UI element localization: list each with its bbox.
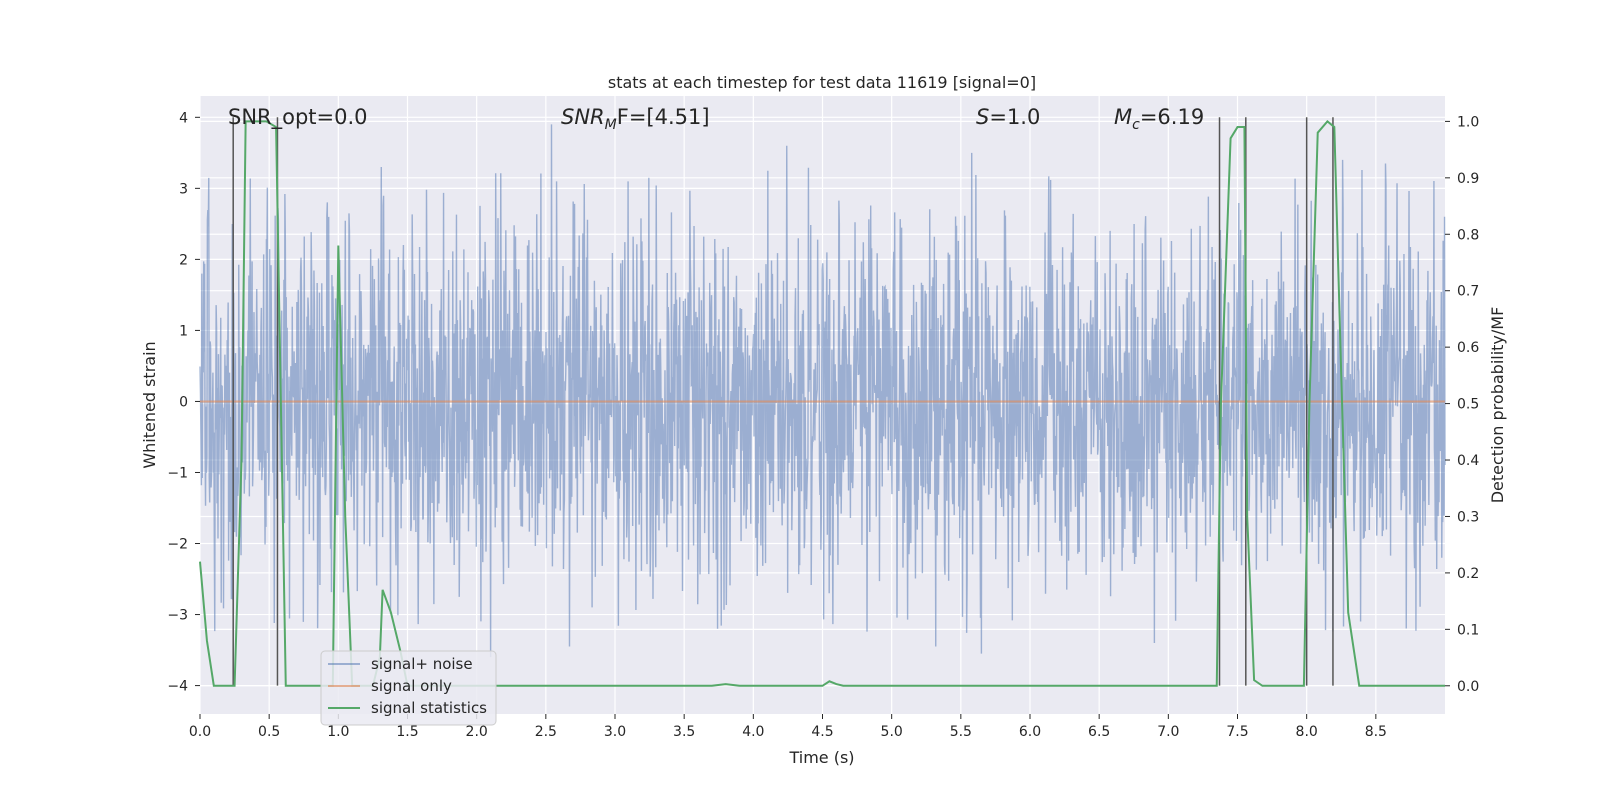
y-right-tick-label: 1.0: [1457, 114, 1479, 130]
x-tick-label: 3.0: [604, 724, 626, 740]
annotation-snr-mf: SNRMF=[4.51]: [561, 105, 710, 133]
signal-noise-line: [199, 124, 1446, 658]
y-axis-ticks: 4 3 2 1 0 −1 −2 −3 −4: [167, 110, 200, 695]
y-tick-label: −1: [167, 465, 188, 481]
x-tick-label: 4.5: [811, 724, 833, 740]
x-tick-label: 0.0: [189, 724, 211, 740]
annotation-s: S=1.0: [976, 105, 1040, 129]
legend: signal+ noise signal only signal statist…: [320, 650, 497, 726]
y-right-tick-label: 0.6: [1457, 340, 1479, 356]
x-tick-label: 1.5: [396, 724, 418, 740]
x-tick-label: 0.5: [258, 724, 280, 740]
x-tick-label: 4.0: [742, 724, 764, 740]
x-tick-label: 5.0: [881, 724, 903, 740]
x-tick-label: 1.0: [327, 724, 349, 740]
annotation-snr-mf-value: F=[4.51]: [617, 105, 710, 129]
x-axis-label: Time (s): [788, 748, 854, 767]
y-right-tick-label: 0.2: [1457, 566, 1479, 582]
y-axis-label: Whitened strain: [140, 341, 159, 468]
y-tick-label: −3: [167, 608, 188, 624]
y-axis-right-ticks: 1.0 0.9 0.8 0.7 0.6 0.5 0.4 0.3 0.2 0.1 0.0: [1445, 114, 1479, 695]
y-right-tick-label: 0.3: [1457, 509, 1479, 525]
chart-title: stats at each timestep for test data 116…: [608, 73, 1036, 92]
y-right-tick-label: 0.7: [1457, 284, 1479, 300]
y-right-tick-label: 0.9: [1457, 171, 1479, 187]
annotation-mc: Mc=6.19: [1114, 105, 1204, 133]
x-tick-label: 2.5: [535, 724, 557, 740]
legend-label-signal-only: signal only: [371, 677, 452, 695]
y-tick-label: 1: [179, 323, 188, 339]
legend-box: [320, 650, 497, 726]
signal-statistics-line: [199, 120, 1445, 687]
y-right-tick-label: 0.1: [1457, 622, 1479, 638]
y-tick-label: 2: [179, 252, 188, 268]
y-tick-label: −2: [167, 537, 188, 553]
annotation-snr-mf-symbol: SNR: [561, 105, 605, 129]
legend-label-signal-statistics: signal statistics: [371, 699, 487, 717]
y-tick-label: 3: [179, 181, 188, 197]
y-right-tick-label: 0.5: [1457, 397, 1479, 413]
annotation-mc-subscript: c: [1132, 117, 1140, 133]
x-tick-label: 5.5: [950, 724, 972, 740]
y-axis-right-label: Detection probability/MF: [1488, 307, 1507, 504]
x-tick-label: 7.5: [1226, 724, 1248, 740]
annotation-mc-symbol: M: [1114, 105, 1132, 129]
x-tick-label: 6.5: [1088, 724, 1110, 740]
annotation-s-value: =1.0: [989, 105, 1040, 129]
y-tick-label: 0: [179, 394, 188, 410]
x-tick-label: 3.5: [673, 724, 695, 740]
y-tick-label: 4: [179, 110, 188, 126]
annotation-s-symbol: S: [976, 105, 989, 129]
x-tick-label: 7.0: [1157, 724, 1179, 740]
x-tick-label: 8.0: [1296, 724, 1318, 740]
x-tick-label: 2.0: [466, 724, 488, 740]
x-tick-label: 6.0: [1019, 724, 1041, 740]
legend-label-signal-noise: signal+ noise: [371, 655, 473, 673]
y-right-tick-label: 0.0: [1457, 679, 1479, 695]
x-tick-label: 8.5: [1365, 724, 1387, 740]
y-tick-label: −4: [167, 679, 188, 695]
annotation-mc-value: =6.19: [1140, 105, 1204, 129]
x-axis-ticks: 0.0 0.5 1.0 1.5 2.0 2.5 3.0 3.5 4.0 4.5 5.0 5.5 6.0 6…: [189, 714, 1387, 740]
annotation-snr-mf-subscript: M: [605, 117, 617, 133]
y-right-tick-label: 0.8: [1457, 227, 1479, 243]
y-right-tick-label: 0.4: [1457, 453, 1479, 469]
signal-statistics-series: [199, 120, 1445, 687]
annotation-snr-opt: SNR_opt=0.0: [228, 105, 368, 130]
signal-noise-series: [199, 124, 1446, 658]
